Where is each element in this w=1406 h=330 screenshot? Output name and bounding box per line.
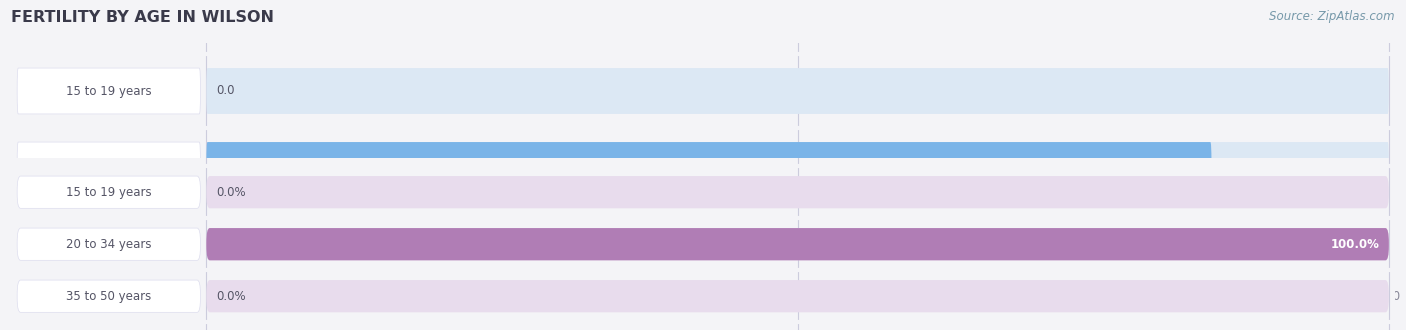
Text: Source: ZipAtlas.com: Source: ZipAtlas.com [1270,10,1395,23]
FancyBboxPatch shape [207,228,1389,260]
Text: 35 to 50 years: 35 to 50 years [66,290,152,303]
Text: 20 to 34 years: 20 to 34 years [66,238,152,251]
Text: 15 to 19 years: 15 to 19 years [66,84,152,97]
FancyBboxPatch shape [17,68,201,114]
Text: 20 to 34 years: 20 to 34 years [66,158,152,172]
FancyBboxPatch shape [17,176,201,208]
FancyBboxPatch shape [207,280,1389,312]
Text: 255.0: 255.0 [1164,158,1202,172]
FancyBboxPatch shape [207,142,1212,188]
FancyBboxPatch shape [17,216,201,262]
Text: 0.0: 0.0 [215,233,235,246]
FancyBboxPatch shape [207,176,1389,208]
Text: 0.0%: 0.0% [215,186,246,199]
Text: 15 to 19 years: 15 to 19 years [66,186,152,199]
Text: FERTILITY BY AGE IN WILSON: FERTILITY BY AGE IN WILSON [11,10,274,25]
Text: 0.0%: 0.0% [215,290,246,303]
FancyBboxPatch shape [17,280,201,312]
FancyBboxPatch shape [17,228,201,260]
Text: 100.0%: 100.0% [1330,238,1379,251]
Text: 35 to 50 years: 35 to 50 years [66,233,152,246]
Text: 0.0: 0.0 [215,84,235,97]
FancyBboxPatch shape [207,228,1389,260]
FancyBboxPatch shape [207,216,1389,262]
FancyBboxPatch shape [17,142,201,188]
FancyBboxPatch shape [207,142,1389,188]
FancyBboxPatch shape [207,68,1389,114]
